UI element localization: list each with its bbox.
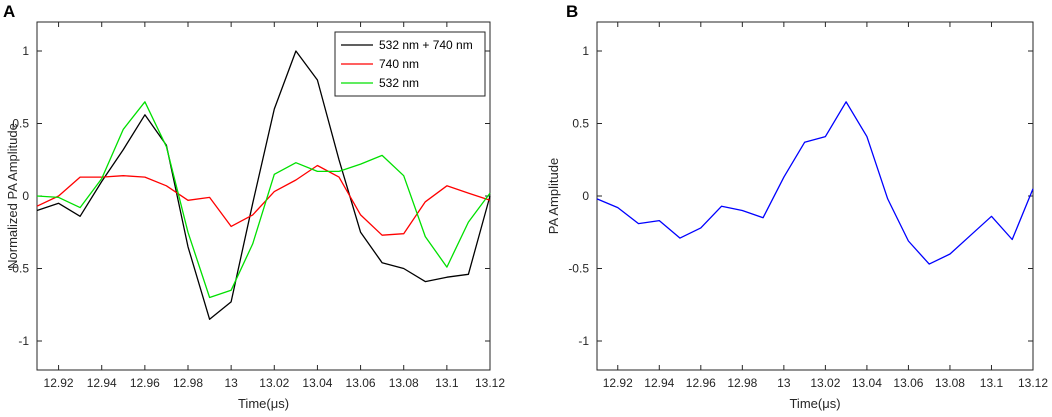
series-line-532-nm-740-nm (36, 50, 491, 320)
series-line-pa-signal (596, 101, 1034, 265)
x-tick-label: 12.94 (644, 376, 674, 390)
plot-area (596, 21, 1034, 371)
x-tick-label: 13.06 (893, 376, 923, 390)
panel-a: A 12.92 12.94 12.96 12.98 13 13.02 13.04 13.06 13… (3, 2, 505, 411)
y-tick-label: 0 (582, 189, 589, 203)
x-tick-label: 13.1 (435, 376, 459, 390)
legend-entry: 740 nm (379, 57, 419, 71)
x-tick-label: 13.06 (346, 376, 376, 390)
series-line-532-nm (36, 101, 491, 299)
x-tick-label: 13 (224, 376, 238, 390)
x-tick-label: 12.98 (727, 376, 757, 390)
x-tick-label: 13.12 (475, 376, 505, 390)
x-axis-label: Time(μs) (238, 396, 289, 411)
panel-b: B 12.92 12.94 12.96 12.98 13 13.02 13.04 13.06 13… (546, 2, 1048, 411)
y-tick-label: -1 (578, 334, 589, 348)
legend-entry: 532 nm (379, 76, 419, 90)
y-tick-label: 1 (22, 44, 29, 58)
y-tick-label: 0 (22, 189, 29, 203)
x-tick-label: 12.92 (44, 376, 74, 390)
y-tick-label: 0.5 (12, 117, 29, 131)
y-tick-label: -1 (18, 334, 29, 348)
x-tick-label: 13.12 (1018, 376, 1048, 390)
x-tick-label: 13 (777, 376, 791, 390)
x-tick-label: 12.96 (130, 376, 160, 390)
y-axis-label: Normalized PA Amplitude (5, 123, 20, 269)
x-tick-label: 13.08 (389, 376, 419, 390)
x-tick-label: 13.02 (810, 376, 840, 390)
y-tick-label: -0.5 (568, 262, 589, 276)
x-tick-label: 12.96 (686, 376, 716, 390)
x-tick-label: 12.94 (87, 376, 117, 390)
x-tick-label: 13.1 (980, 376, 1004, 390)
x-tick-label: 13.08 (935, 376, 965, 390)
panel-letter: A (3, 2, 15, 21)
y-tick-label: 0.5 (572, 117, 589, 131)
y-axis-label: PA Amplitude (546, 158, 561, 234)
panel-letter: B (566, 2, 578, 21)
x-tick-label: 12.92 (603, 376, 633, 390)
x-tick-label: 12.98 (173, 376, 203, 390)
series-line-740-nm (36, 164, 491, 236)
x-tick-label: 13.04 (852, 376, 882, 390)
x-axis-label: Time(μs) (789, 396, 840, 411)
x-tick-label: 13.02 (259, 376, 289, 390)
y-tick-label: 1 (582, 44, 589, 58)
x-tick-label: 13.04 (302, 376, 332, 390)
legend: 532 nm + 740 nm 740 nm 532 nm (334, 31, 486, 97)
y-tick-label: -0.5 (8, 262, 29, 276)
legend-entry: 532 nm + 740 nm (379, 38, 473, 52)
